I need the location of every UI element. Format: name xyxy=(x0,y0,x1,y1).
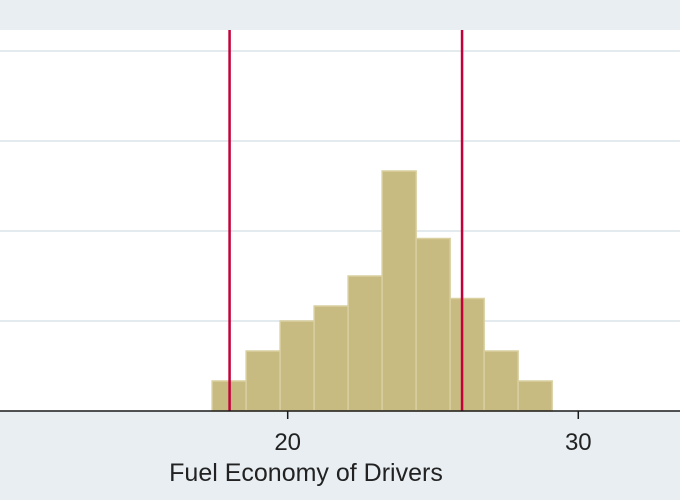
histogram-bar xyxy=(449,297,485,412)
x-axis-label: Fuel Economy of Drivers xyxy=(169,459,443,487)
histogram-bar xyxy=(517,380,553,412)
histogram-bar xyxy=(381,170,417,412)
histogram-bar xyxy=(313,305,349,412)
x-tick-label: 30 xyxy=(565,429,592,456)
reference-lines xyxy=(228,30,464,411)
histogram-bar xyxy=(415,237,451,412)
histogram-bar xyxy=(483,350,519,412)
x-axis-ticks: 20 30 xyxy=(274,411,592,456)
histogram-bar xyxy=(347,275,383,412)
histogram-bar xyxy=(279,320,315,412)
x-tick-label: 20 xyxy=(274,429,301,456)
histogram-bar xyxy=(245,350,281,412)
